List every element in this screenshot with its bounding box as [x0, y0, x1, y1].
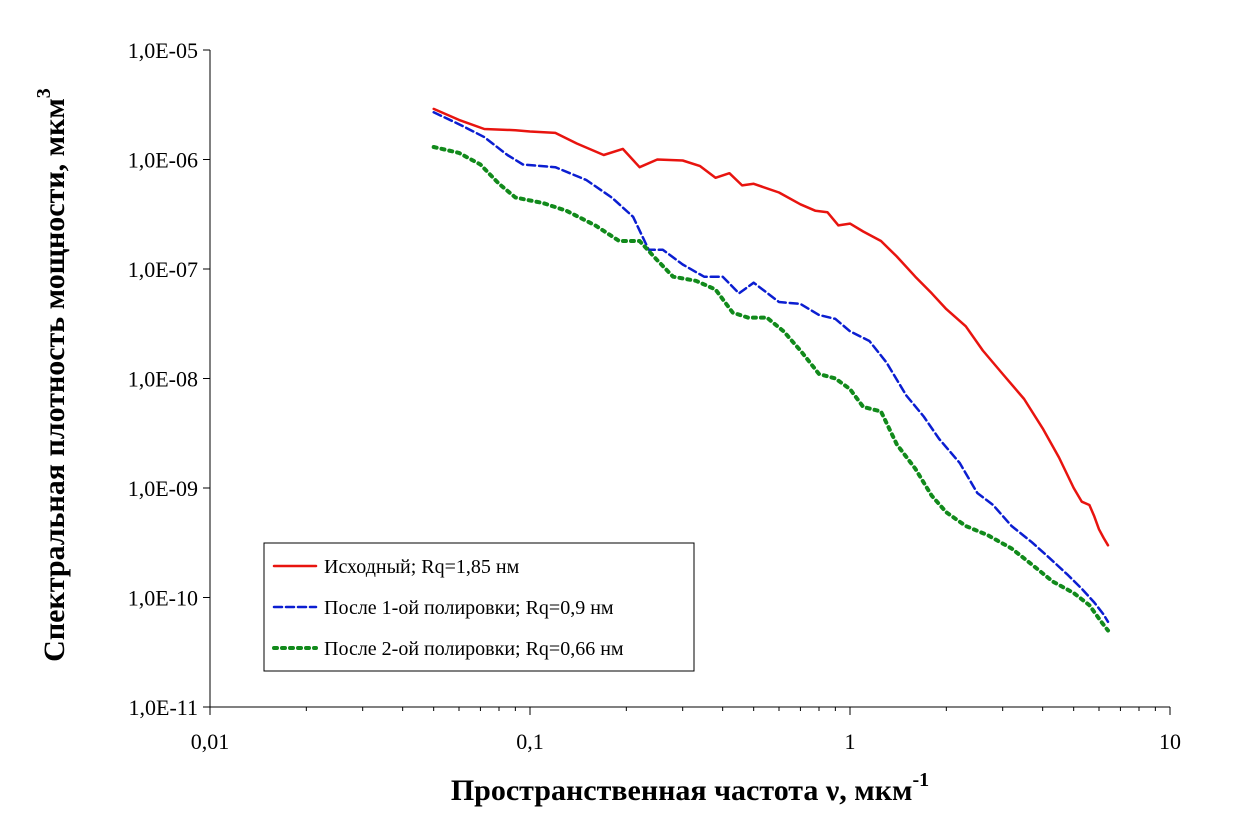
x-tick-label: 0,01 — [191, 729, 230, 754]
x-axis-title: Пространственная частота ν, мкм-1 — [451, 769, 929, 807]
x-axis-title-sup: -1 — [912, 769, 929, 791]
y-tick-label: 1,0E-09 — [128, 476, 198, 501]
x-tick-label: 10 — [1159, 729, 1181, 754]
series-line-3 — [431, 145, 1110, 633]
x-tick-label: 1 — [845, 729, 856, 754]
series-line-1 — [432, 107, 1110, 547]
y-tick-label: 1,0E-05 — [128, 38, 198, 63]
y-tick-label: 1,0E-06 — [128, 148, 198, 173]
y-tick-label: 1,0E-08 — [128, 367, 198, 392]
y-tick-label: 1,0E-11 — [129, 695, 198, 720]
series-group — [431, 107, 1110, 633]
series-line-2 — [432, 111, 1110, 624]
x-ticks: 0,01 0,1 1 10 — [191, 707, 1181, 754]
y-tick-label: 1,0E-07 — [128, 257, 198, 282]
legend-label-1: Исходный; Rq=1,85 нм — [324, 556, 520, 578]
legend-box — [263, 542, 695, 672]
y-axis-title: Спектральная плотность мощности, мкм3 — [33, 88, 71, 662]
y-axis-title-text: Спектральная плотность мощности, мкм — [38, 98, 71, 662]
y-ticks: 1,0E-05 1,0E-06 1,0E-07 1,0E-08 1,0E-09 1,0E-… — [128, 38, 210, 720]
x-tick-label: 0,1 — [516, 729, 544, 754]
y-tick-label: 1,0E-10 — [128, 586, 198, 611]
legend-label-2: После 1-ой полировки; Rq=0,9 нм — [324, 597, 614, 619]
y-axis-title-sup: 3 — [33, 88, 55, 98]
x-axis-title-text: Пространственная частота ν, мкм — [451, 774, 913, 807]
legend-label-3: После 2-ой полировки; Rq=0,66 нм — [324, 638, 624, 660]
legend: Исходный; Rq=1,85 нм После 1-ой полировки… — [263, 542, 695, 672]
